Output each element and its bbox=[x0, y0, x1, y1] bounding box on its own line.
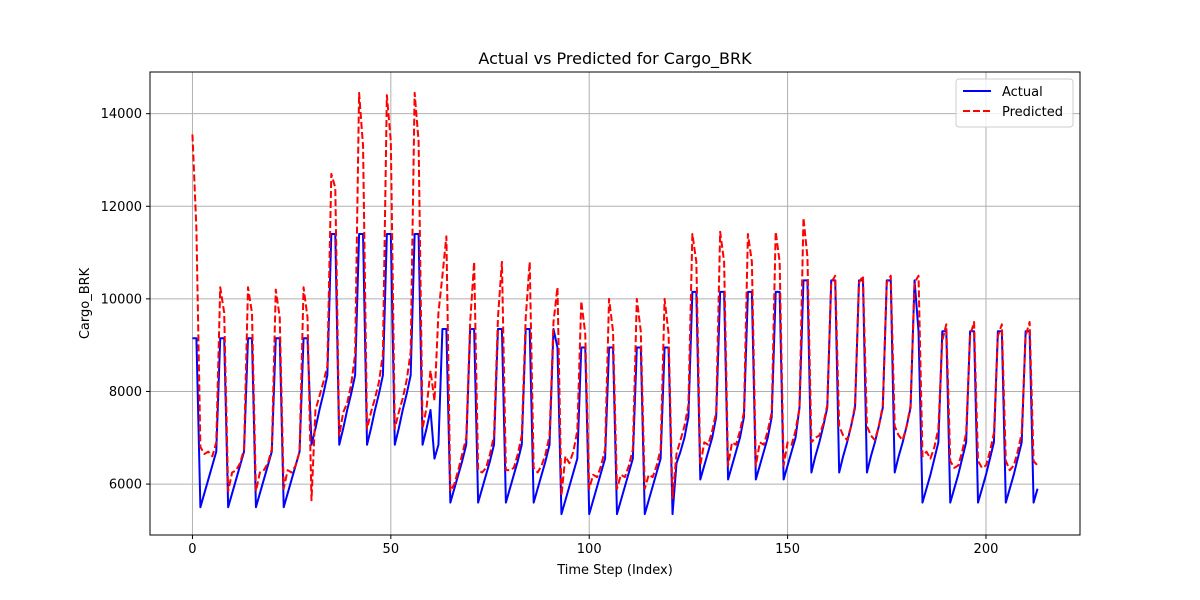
legend: Actual Predicted bbox=[955, 78, 1074, 128]
y-axis-title: Cargo_BRK bbox=[78, 267, 93, 339]
x-tick-label: 0 bbox=[188, 542, 196, 557]
x-tick-label: 50 bbox=[383, 542, 400, 557]
x-tick-label: 150 bbox=[775, 542, 800, 557]
series-layer bbox=[191, 91, 1039, 516]
plot-frame bbox=[149, 71, 1081, 536]
legend-label-actual: Actual bbox=[1002, 85, 1043, 100]
chart-title: Actual vs Predicted for Cargo_BRK bbox=[478, 49, 752, 69]
y-tick-label: 6000 bbox=[109, 478, 142, 493]
y-tick-label: 14000 bbox=[101, 107, 142, 122]
legend-label-predicted: Predicted bbox=[1002, 105, 1063, 120]
series-line-predicted bbox=[191, 91, 1039, 502]
y-tick-label: 10000 bbox=[101, 292, 142, 307]
x-tick-label: 200 bbox=[974, 542, 999, 557]
y-tick-label: 8000 bbox=[109, 385, 142, 400]
x-tick-label: 100 bbox=[577, 542, 602, 557]
y-tick-label: 12000 bbox=[101, 200, 142, 215]
ticks: 0 50 100 150 200 6000 8000 10000 12000 14000 bbox=[101, 107, 999, 557]
x-axis-title: Time Step (Index) bbox=[556, 563, 673, 578]
